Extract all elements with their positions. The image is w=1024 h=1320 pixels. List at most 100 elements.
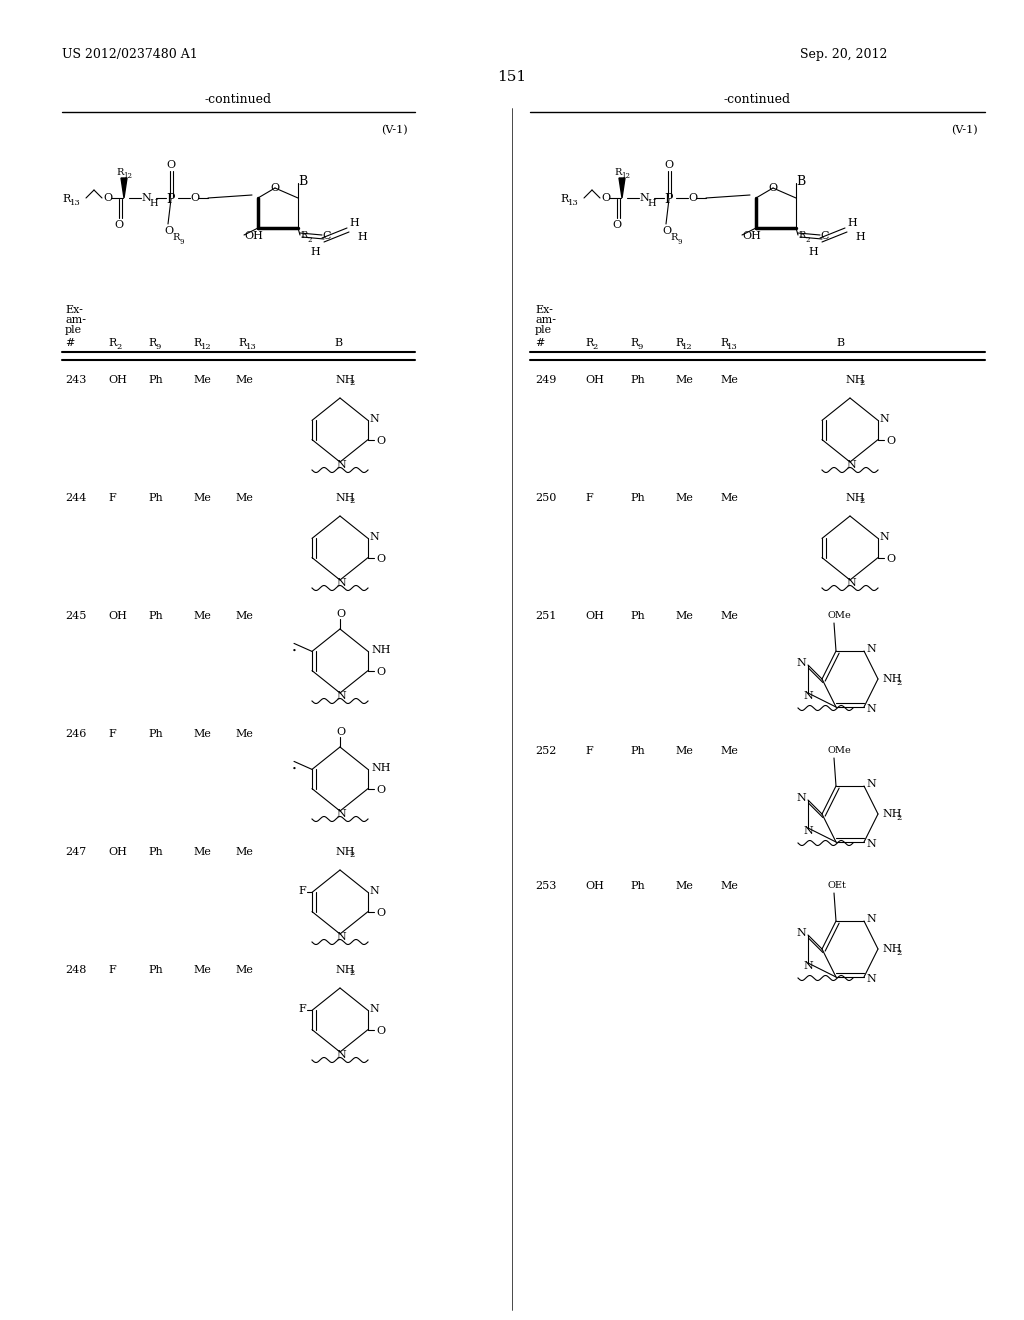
Text: NH: NH: [845, 375, 864, 385]
Text: R: R: [630, 338, 638, 348]
Text: O: O: [336, 609, 345, 619]
Text: 2: 2: [349, 379, 354, 387]
Text: OH: OH: [585, 880, 604, 891]
Text: 2: 2: [896, 949, 901, 957]
Text: 249: 249: [535, 375, 556, 385]
Text: 2: 2: [592, 343, 597, 351]
Text: N: N: [336, 578, 346, 587]
Text: O: O: [376, 1026, 385, 1036]
Text: #: #: [65, 338, 75, 348]
Text: 9: 9: [179, 238, 183, 246]
Text: NH: NH: [882, 809, 901, 818]
Text: N: N: [803, 690, 813, 701]
Text: N: N: [866, 644, 876, 653]
Text: N: N: [336, 459, 346, 470]
Text: R: R: [585, 338, 593, 348]
Text: NH: NH: [335, 847, 354, 857]
Text: O: O: [376, 436, 385, 446]
Text: OH: OH: [742, 231, 761, 242]
Text: R: R: [720, 338, 728, 348]
Text: •: •: [292, 764, 297, 772]
Text: N: N: [866, 840, 876, 849]
Text: Me: Me: [193, 847, 211, 857]
Text: Me: Me: [234, 729, 253, 739]
Text: O: O: [768, 183, 777, 193]
Text: Me: Me: [234, 611, 253, 620]
Text: OH: OH: [108, 611, 127, 620]
Text: #: #: [535, 338, 545, 348]
Text: Me: Me: [720, 492, 738, 503]
Text: NH: NH: [371, 763, 390, 774]
Text: 2: 2: [896, 814, 901, 822]
Text: N: N: [846, 578, 856, 587]
Text: H: H: [808, 247, 818, 257]
Text: B: B: [334, 338, 342, 348]
Text: NH: NH: [335, 375, 354, 385]
Text: Me: Me: [675, 492, 693, 503]
Text: N: N: [369, 532, 379, 543]
Text: O: O: [270, 183, 280, 193]
Text: R: R: [172, 234, 179, 242]
Text: 243: 243: [65, 375, 86, 385]
Text: NH: NH: [335, 965, 354, 975]
Text: N: N: [639, 193, 649, 203]
Text: H: H: [647, 199, 655, 209]
Text: O: O: [886, 436, 895, 446]
Text: R: R: [116, 168, 123, 177]
Text: R: R: [108, 338, 117, 348]
Text: O: O: [164, 226, 173, 236]
Text: Me: Me: [234, 847, 253, 857]
Text: C: C: [820, 231, 828, 242]
Text: O: O: [664, 160, 673, 170]
Text: R: R: [798, 231, 805, 240]
Text: Me: Me: [193, 729, 211, 739]
Text: P: P: [664, 193, 673, 206]
Text: Sep. 20, 2012: Sep. 20, 2012: [800, 48, 888, 61]
Text: Me: Me: [675, 611, 693, 620]
Text: N: N: [369, 1005, 379, 1014]
Text: N: N: [369, 887, 379, 896]
Text: 9: 9: [637, 343, 642, 351]
Text: N: N: [803, 826, 813, 836]
Text: Ph: Ph: [630, 746, 645, 756]
Text: Ph: Ph: [148, 729, 163, 739]
Text: R: R: [193, 338, 202, 348]
Text: Me: Me: [720, 611, 738, 620]
Text: F: F: [298, 887, 306, 896]
Text: Me: Me: [193, 492, 211, 503]
Text: O: O: [601, 193, 610, 203]
Text: N: N: [336, 690, 346, 701]
Text: F: F: [108, 729, 116, 739]
Text: 9: 9: [156, 343, 162, 351]
Text: 2: 2: [349, 498, 354, 506]
Text: H: H: [349, 218, 358, 228]
Text: OMe: OMe: [828, 746, 852, 755]
Text: R: R: [614, 168, 622, 177]
Text: -continued: -continued: [205, 92, 271, 106]
Text: 253: 253: [535, 880, 556, 891]
Text: OEt: OEt: [828, 880, 847, 890]
Text: 252: 252: [535, 746, 556, 756]
Text: O: O: [612, 220, 622, 230]
Text: 246: 246: [65, 729, 86, 739]
Text: N: N: [369, 414, 379, 425]
Text: 12: 12: [123, 172, 132, 180]
Text: 2: 2: [116, 343, 121, 351]
Text: N: N: [866, 779, 876, 789]
Text: (V-1): (V-1): [951, 125, 978, 136]
Text: R: R: [300, 231, 307, 240]
Text: am-: am-: [535, 315, 556, 325]
Text: 247: 247: [65, 847, 86, 857]
Text: O: O: [376, 553, 385, 564]
Text: Ph: Ph: [630, 611, 645, 620]
Text: 9: 9: [677, 238, 682, 246]
Text: Me: Me: [675, 880, 693, 891]
Text: N: N: [866, 704, 876, 714]
Text: ple: ple: [65, 325, 82, 335]
Text: NH: NH: [845, 492, 864, 503]
Text: 244: 244: [65, 492, 86, 503]
Text: 2: 2: [859, 498, 864, 506]
Text: OH: OH: [108, 375, 127, 385]
Text: N: N: [866, 974, 876, 983]
Text: Me: Me: [675, 746, 693, 756]
